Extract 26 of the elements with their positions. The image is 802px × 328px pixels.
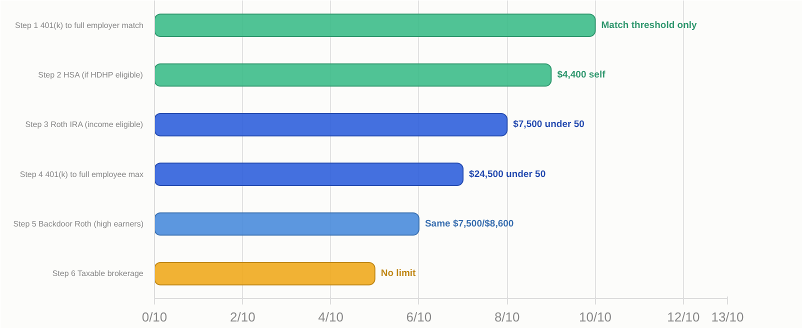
annotation: No limit (380, 268, 417, 280)
annotation: $4,400 self (557, 70, 606, 80)
x-tick-label: 6/10 (406, 310, 432, 324)
bar (154, 162, 464, 186)
y-tick-label: Step 6 Taxable brokerage (52, 269, 144, 278)
annotation: $7,500 under 50 (513, 119, 584, 130)
x-tick-label: 12/10 (667, 310, 700, 324)
bar (154, 14, 596, 38)
y-tick-label: Step 1 401(k) to full employer match (14, 20, 144, 30)
annotation: Match threshold only (601, 20, 698, 31)
x-tick-label: 8/10 (494, 310, 520, 324)
x-tick-label: 10/10 (579, 310, 612, 324)
bar (154, 212, 420, 236)
bar (154, 112, 508, 136)
y-tick-label: Step 3 Roth IRA (income eligible) (25, 120, 144, 130)
y-tick-label: Step 4 401(k) to full employee max (20, 170, 144, 179)
annotation: Same $7,500/$8,600 (424, 218, 514, 230)
bar (154, 262, 376, 286)
x-tick-label: 0/10 (142, 310, 168, 324)
y-tick-label: Step 5 Backdoor Roth (high earners) (13, 220, 144, 228)
x-tick-label: 2/10 (230, 310, 256, 324)
x-tick-label: 13/10 (711, 310, 744, 324)
x-tick-label: 4/10 (318, 310, 344, 324)
annotation: $24,500 under 50 (469, 168, 546, 180)
bar (154, 63, 552, 87)
y-tick-label: Step 2 HSA (if HDHP eligible) (38, 70, 144, 80)
